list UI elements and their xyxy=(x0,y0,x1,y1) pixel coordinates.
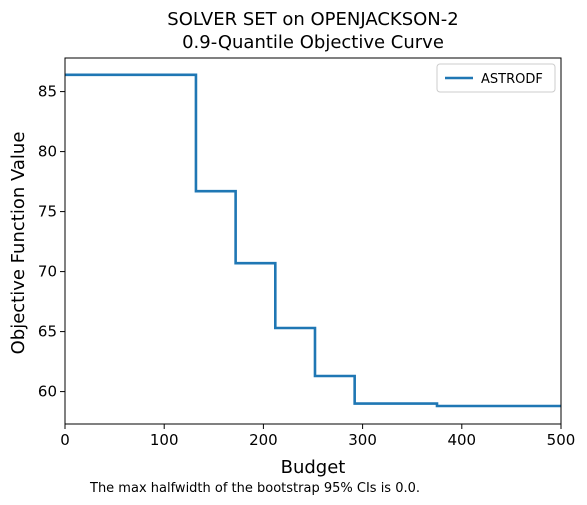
y-tick-label: 70 xyxy=(38,263,57,281)
y-tick-label: 85 xyxy=(38,83,57,101)
y-tick-label: 60 xyxy=(38,383,57,401)
x-tick-label: 200 xyxy=(249,431,278,449)
y-tick-label: 80 xyxy=(38,143,57,161)
legend-label: ASTRODF xyxy=(481,72,543,87)
plot-area: 0 100 200 300 400 500 60 65 70 75 80 85 ASTRODF xyxy=(38,57,576,449)
chart-title-line1: SOLVER SET on OPENJACKSON-2 xyxy=(167,9,458,30)
chart-footnote: The max halfwidth of the bootstrap 95% C… xyxy=(89,481,420,496)
plot-frame xyxy=(64,57,562,425)
x-tick-label: 0 xyxy=(60,431,70,449)
legend: ASTRODF xyxy=(436,63,556,93)
chart-title-line2: 0.9-Quantile Objective Curve xyxy=(182,32,444,53)
series-line-astrodf xyxy=(65,73,561,408)
x-tick-label: 300 xyxy=(348,431,377,449)
legend-box xyxy=(436,63,556,93)
x-tick-label: 100 xyxy=(150,431,179,449)
x-axis-label: Budget xyxy=(281,457,346,478)
y-tick-label: 75 xyxy=(38,203,57,221)
x-tick-label: 400 xyxy=(447,431,476,449)
x-tick-label: 500 xyxy=(547,431,576,449)
y-axis-label: Objective Function Value xyxy=(8,132,29,355)
y-tick-label: 65 xyxy=(38,323,57,341)
